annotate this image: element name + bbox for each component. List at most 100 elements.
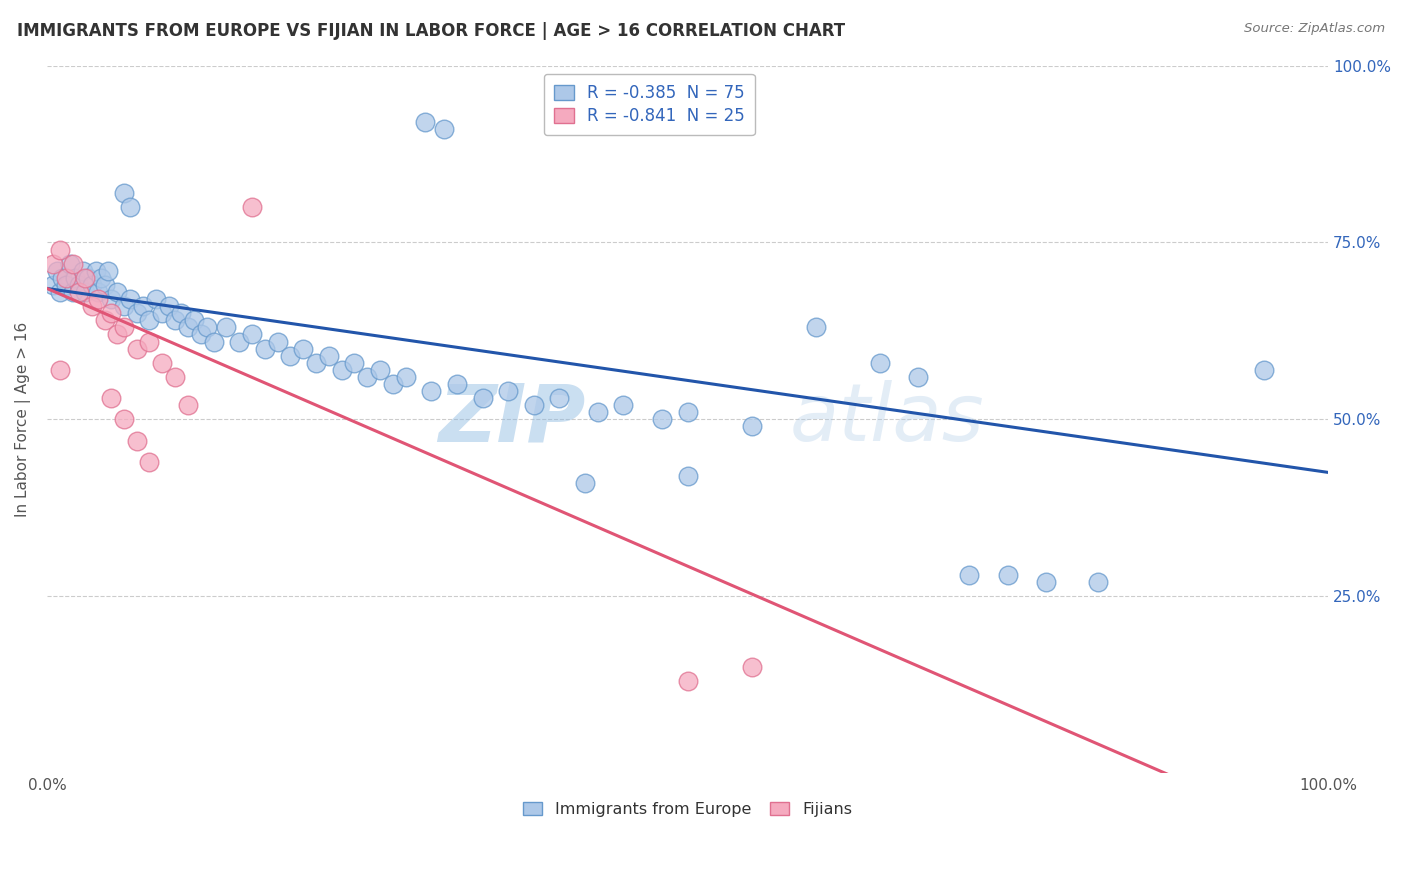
Point <box>523 398 546 412</box>
Point <box>165 313 187 327</box>
Point <box>67 277 90 292</box>
Point <box>228 334 250 349</box>
Text: Source: ZipAtlas.com: Source: ZipAtlas.com <box>1244 22 1385 36</box>
Point <box>62 285 84 299</box>
Point <box>120 200 142 214</box>
Point <box>49 363 72 377</box>
Point <box>42 277 65 292</box>
Point <box>62 257 84 271</box>
Point <box>165 370 187 384</box>
Point <box>90 270 112 285</box>
Point <box>612 398 634 412</box>
Point <box>266 334 288 349</box>
Point <box>997 568 1019 582</box>
Point <box>330 363 353 377</box>
Point <box>343 356 366 370</box>
Point <box>107 327 129 342</box>
Point <box>202 334 225 349</box>
Point <box>84 264 107 278</box>
Point <box>280 349 302 363</box>
Point <box>651 412 673 426</box>
Point <box>59 257 82 271</box>
Point <box>49 243 72 257</box>
Point <box>240 200 263 214</box>
Point <box>804 320 827 334</box>
Point <box>676 469 699 483</box>
Point <box>55 277 77 292</box>
Point <box>240 327 263 342</box>
Point <box>318 349 340 363</box>
Point <box>433 122 456 136</box>
Point <box>132 299 155 313</box>
Point <box>471 391 494 405</box>
Point <box>305 356 328 370</box>
Point <box>253 342 276 356</box>
Point <box>150 306 173 320</box>
Point <box>120 292 142 306</box>
Point <box>195 320 218 334</box>
Point <box>107 285 129 299</box>
Point <box>150 356 173 370</box>
Point <box>957 568 980 582</box>
Point <box>72 264 94 278</box>
Point <box>292 342 315 356</box>
Point <box>51 270 73 285</box>
Point <box>112 320 135 334</box>
Point <box>586 405 609 419</box>
Point <box>676 405 699 419</box>
Point <box>55 270 77 285</box>
Point <box>63 270 86 285</box>
Point <box>869 356 891 370</box>
Y-axis label: In Labor Force | Age > 16: In Labor Force | Age > 16 <box>15 322 31 517</box>
Point <box>395 370 418 384</box>
Point <box>80 299 103 313</box>
Point <box>413 115 436 129</box>
Text: IMMIGRANTS FROM EUROPE VS FIJIAN IN LABOR FORCE | AGE > 16 CORRELATION CHART: IMMIGRANTS FROM EUROPE VS FIJIAN IN LABO… <box>17 22 845 40</box>
Point <box>125 306 148 320</box>
Point <box>97 264 120 278</box>
Point <box>42 257 65 271</box>
Point <box>100 306 122 320</box>
Point <box>1253 363 1275 377</box>
Point <box>1035 575 1057 590</box>
Text: atlas: atlas <box>790 380 984 458</box>
Point <box>741 660 763 674</box>
Point <box>496 384 519 398</box>
Point <box>125 434 148 448</box>
Point <box>548 391 571 405</box>
Point <box>67 285 90 299</box>
Point <box>93 277 115 292</box>
Point <box>75 270 97 285</box>
Point <box>183 313 205 327</box>
Point <box>112 186 135 200</box>
Point <box>77 270 100 285</box>
Point <box>356 370 378 384</box>
Point <box>75 285 97 299</box>
Point <box>112 299 135 313</box>
Point <box>420 384 443 398</box>
Point <box>190 327 212 342</box>
Point <box>100 391 122 405</box>
Point <box>112 412 135 426</box>
Point <box>215 320 238 334</box>
Point <box>46 264 69 278</box>
Point <box>907 370 929 384</box>
Text: ZIP: ZIP <box>437 380 585 458</box>
Point <box>741 419 763 434</box>
Point <box>138 334 160 349</box>
Point <box>157 299 180 313</box>
Point <box>93 313 115 327</box>
Point <box>87 292 110 306</box>
Point <box>574 475 596 490</box>
Point <box>49 285 72 299</box>
Point <box>381 376 404 391</box>
Point <box>368 363 391 377</box>
Point <box>177 320 200 334</box>
Point <box>138 313 160 327</box>
Point <box>1087 575 1109 590</box>
Point <box>145 292 167 306</box>
Point <box>138 455 160 469</box>
Legend: Immigrants from Europe, Fijians: Immigrants from Europe, Fijians <box>515 794 860 825</box>
Point <box>170 306 193 320</box>
Point <box>100 292 122 306</box>
